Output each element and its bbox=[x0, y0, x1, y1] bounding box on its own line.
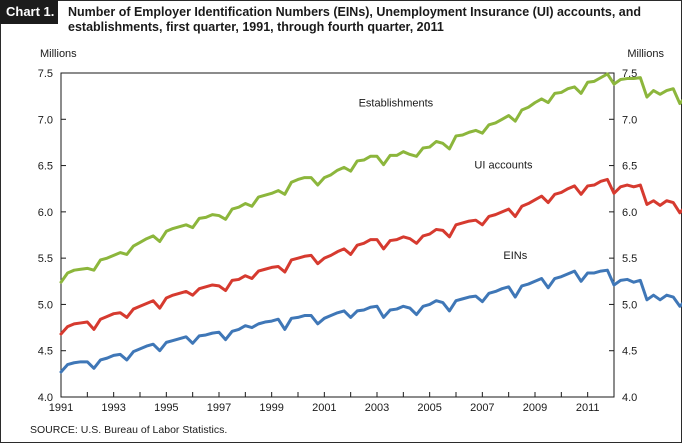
y-tick-label-left: 5.0 bbox=[38, 299, 53, 311]
series-label-eins: EINs bbox=[503, 250, 527, 262]
series-line-establishments bbox=[59, 72, 682, 284]
x-tick-label: 2001 bbox=[312, 402, 336, 414]
y-tick-label-right: 6.0 bbox=[622, 207, 637, 219]
y-tick-label-left: 5.5 bbox=[38, 253, 53, 265]
y-tick-label-left: 4.0 bbox=[38, 392, 53, 404]
chart-series bbox=[59, 72, 682, 374]
series-line-ui bbox=[59, 177, 682, 336]
x-tick-label: 2003 bbox=[365, 402, 389, 414]
x-tick-label: 2007 bbox=[470, 402, 494, 414]
y-tick-label-left: 7.5 bbox=[38, 68, 53, 80]
x-tick-label: 1999 bbox=[259, 402, 283, 414]
x-tick-label: 1997 bbox=[207, 402, 231, 414]
y-tick-label-right: 7.0 bbox=[622, 114, 637, 126]
y-tick-label-right: 4.5 bbox=[622, 346, 637, 358]
chart-labels: 4.0 4.0 4.5 4.5 5.0 5.0 5.5 5.5 6.0 6.0 6.5 6.5 7.0 7… bbox=[38, 48, 665, 414]
series-label-establishments: Establishments bbox=[359, 97, 434, 109]
x-tick-label: 2011 bbox=[576, 402, 600, 414]
x-tick-label: 1995 bbox=[154, 402, 178, 414]
chart-source: SOURCE: U.S. Bureau of Labor Statistics. bbox=[30, 424, 228, 436]
y-tick-label-left: 6.0 bbox=[38, 207, 53, 219]
chart-badge: Chart 1. bbox=[0, 0, 58, 24]
plot-area bbox=[60, 72, 615, 398]
x-tick-label: 2005 bbox=[417, 402, 441, 414]
series-label-ui: UI accounts bbox=[474, 159, 533, 171]
y-tick-label-left: 4.5 bbox=[38, 346, 53, 358]
chart-title: Number of Employer Identification Number… bbox=[68, 5, 642, 34]
chart-axes bbox=[60, 72, 615, 398]
y-tick-label-right: 7.5 bbox=[622, 68, 637, 80]
y-unit-left: Millions bbox=[40, 48, 77, 60]
x-tick-label: 2009 bbox=[523, 402, 547, 414]
y-tick-label-right: 4.0 bbox=[622, 392, 637, 404]
series-line-eins bbox=[59, 268, 682, 374]
y-tick-label-right: 5.5 bbox=[622, 253, 637, 265]
y-tick-label-left: 7.0 bbox=[38, 114, 53, 126]
y-unit-right: Millions bbox=[627, 48, 664, 60]
x-tick-label: 1991 bbox=[49, 402, 73, 414]
y-tick-label-right: 6.5 bbox=[622, 161, 637, 173]
y-tick-label-right: 5.0 bbox=[622, 299, 637, 311]
x-tick-label: 1993 bbox=[101, 402, 125, 414]
y-tick-label-left: 6.5 bbox=[38, 161, 53, 173]
